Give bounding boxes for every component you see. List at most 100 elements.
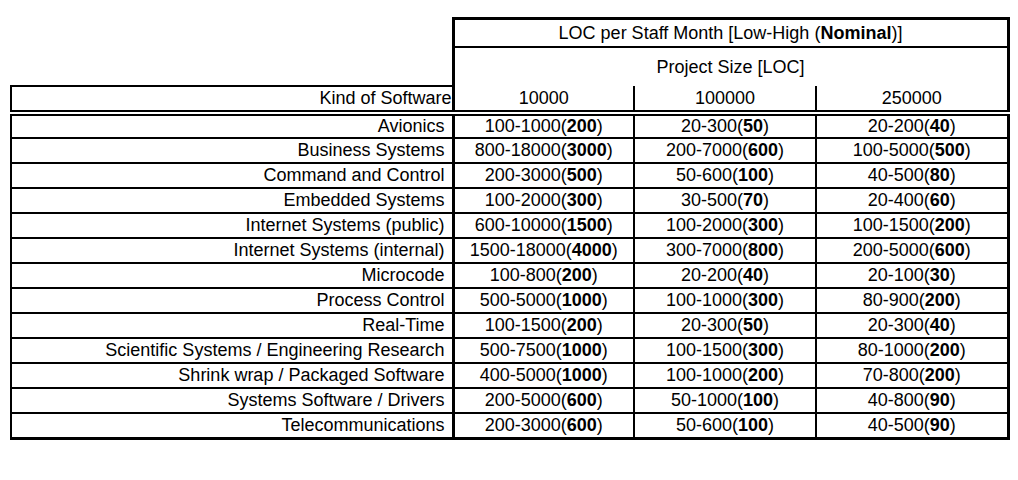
table-row: Business Systems800-18000(3000)200-7000(…: [11, 138, 1008, 163]
nominal-value: 4000: [572, 240, 612, 260]
table-row: Internet Systems (internal)1500-18000(40…: [11, 238, 1008, 263]
loc-range-cell: 20-400(60): [816, 188, 1008, 213]
nominal-value: 1500: [567, 215, 607, 235]
nominal-value: 300: [748, 215, 778, 235]
loc-range-cell: 20-200(40): [816, 113, 1008, 138]
nominal-value: 200: [930, 340, 960, 360]
loc-range-cell: 200-3000(600): [453, 413, 634, 438]
kind-of-software-cell: Telecommunications: [11, 413, 453, 438]
nominal-value: 200: [925, 365, 955, 385]
size-header-250000: 250000: [816, 86, 1008, 113]
kind-of-software-cell: Internet Systems (internal): [11, 238, 453, 263]
kind-of-software-cell: Business Systems: [11, 138, 453, 163]
loc-range-cell: 800-18000(3000): [453, 138, 634, 163]
loc-range-cell: 50-600(100): [634, 163, 816, 188]
loc-range-cell: 50-600(100): [634, 413, 816, 438]
kind-of-software-cell: Avionics: [11, 113, 453, 138]
loc-range-cell: 100-1500(200): [816, 213, 1008, 238]
nominal-value: 90: [930, 390, 950, 410]
kind-of-software-cell: Real-Time: [11, 313, 453, 338]
loc-range-cell: 300-7000(800): [634, 238, 816, 263]
loc-range-cell: 200-5000(600): [453, 388, 634, 413]
nominal-value: 1000: [562, 340, 602, 360]
loc-range-cell: 600-10000(1500): [453, 213, 634, 238]
table-title-bold-text: Nominal: [820, 23, 891, 43]
table-row: Scientific Systems / Engineering Researc…: [11, 338, 1008, 363]
kind-of-software-cell: Command and Control: [11, 163, 453, 188]
size-header-100000: 100000: [634, 86, 816, 113]
loc-range-cell: 40-800(90): [816, 388, 1008, 413]
nominal-value: 800: [748, 240, 778, 260]
kind-of-software-header: Kind of Software: [11, 86, 453, 113]
column-header-row: Kind of Software 10000 100000 250000: [11, 86, 1008, 113]
table-row: Embedded Systems100-2000(300)30-500(70)2…: [11, 188, 1008, 213]
nominal-value: 600: [748, 140, 778, 160]
table-row: Shrink wrap / Packaged Software400-5000(…: [11, 363, 1008, 388]
loc-range-cell: 40-500(80): [816, 163, 1008, 188]
table-row: Avionics100-1000(200)20-300(50)20-200(40…: [11, 113, 1008, 138]
nominal-value: 200: [562, 265, 592, 285]
table-row: Command and Control200-3000(500)50-600(1…: [11, 163, 1008, 188]
loc-range-cell: 80-900(200): [816, 288, 1008, 313]
blank-corner-cell: [11, 19, 453, 48]
loc-range-cell: 200-5000(600): [816, 238, 1008, 263]
size-header-10000: 10000: [453, 86, 634, 113]
nominal-value: 200: [935, 215, 965, 235]
nominal-value: 90: [930, 415, 950, 435]
loc-range-cell: 20-300(50): [634, 313, 816, 338]
table-row: Microcode100-800(200)20-200(40)20-100(30…: [11, 263, 1008, 288]
nominal-value: 80: [930, 165, 950, 185]
nominal-value: 60: [930, 190, 950, 210]
nominal-value: 40: [930, 315, 950, 335]
table-row: Real-Time100-1500(200)20-300(50)20-300(4…: [11, 313, 1008, 338]
nominal-value: 300: [567, 190, 597, 210]
loc-range-cell: 70-800(200): [816, 363, 1008, 388]
loc-range-cell: 500-7500(1000): [453, 338, 634, 363]
table-title: LOC per Staff Month [Low-High (Nominal)]: [453, 19, 1008, 48]
loc-range-cell: 100-1000(300): [634, 288, 816, 313]
loc-range-cell: 100-1000(200): [453, 113, 634, 138]
kind-of-software-cell: Embedded Systems: [11, 188, 453, 213]
loc-range-cell: 50-1000(100): [634, 388, 816, 413]
loc-range-cell: 400-5000(1000): [453, 363, 634, 388]
table-body: Avionics100-1000(200)20-300(50)20-200(40…: [11, 113, 1008, 438]
kind-of-software-cell: Systems Software / Drivers: [11, 388, 453, 413]
loc-range-cell: 20-200(40): [634, 263, 816, 288]
nominal-value: 50: [743, 315, 763, 335]
loc-range-cell: 200-7000(600): [634, 138, 816, 163]
loc-range-cell: 1500-18000(4000): [453, 238, 634, 263]
loc-range-cell: 500-5000(1000): [453, 288, 634, 313]
subtitle-row: Project Size [LOC]: [11, 47, 1008, 86]
nominal-value: 600: [567, 390, 597, 410]
loc-range-cell: 20-100(30): [816, 263, 1008, 288]
nominal-value: 40: [743, 265, 763, 285]
nominal-value: 200: [567, 116, 597, 136]
nominal-value: 1000: [562, 365, 602, 385]
nominal-value: 300: [748, 290, 778, 310]
title-row: LOC per Staff Month [Low-High (Nominal)]: [11, 19, 1008, 48]
table-row: Systems Software / Drivers200-5000(600)5…: [11, 388, 1008, 413]
kind-of-software-cell: Internet Systems (public): [11, 213, 453, 238]
loc-range-cell: 20-300(40): [816, 313, 1008, 338]
nominal-value: 1000: [562, 290, 602, 310]
project-size-header: Project Size [LOC]: [453, 47, 1008, 86]
nominal-value: 3000: [567, 140, 607, 160]
loc-range-cell: 30-500(70): [634, 188, 816, 213]
table-title-text: LOC per Staff Month [Low-High (: [559, 23, 821, 43]
nominal-value: 200: [925, 290, 955, 310]
nominal-value: 100: [743, 390, 773, 410]
nominal-value: 40: [930, 116, 950, 136]
nominal-value: 200: [748, 365, 778, 385]
loc-range-cell: 100-1500(200): [453, 313, 634, 338]
nominal-value: 50: [743, 116, 763, 136]
nominal-value: 30: [930, 265, 950, 285]
kind-of-software-cell: Shrink wrap / Packaged Software: [11, 363, 453, 388]
loc-range-cell: 100-2000(300): [453, 188, 634, 213]
nominal-value: 70: [743, 190, 763, 210]
loc-productivity-table: LOC per Staff Month [Low-High (Nominal)]…: [10, 17, 1010, 440]
nominal-value: 600: [567, 415, 597, 435]
loc-range-cell: 100-5000(500): [816, 138, 1008, 163]
nominal-value: 300: [748, 340, 778, 360]
loc-range-cell: 20-300(50): [634, 113, 816, 138]
loc-range-cell: 80-1000(200): [816, 338, 1008, 363]
